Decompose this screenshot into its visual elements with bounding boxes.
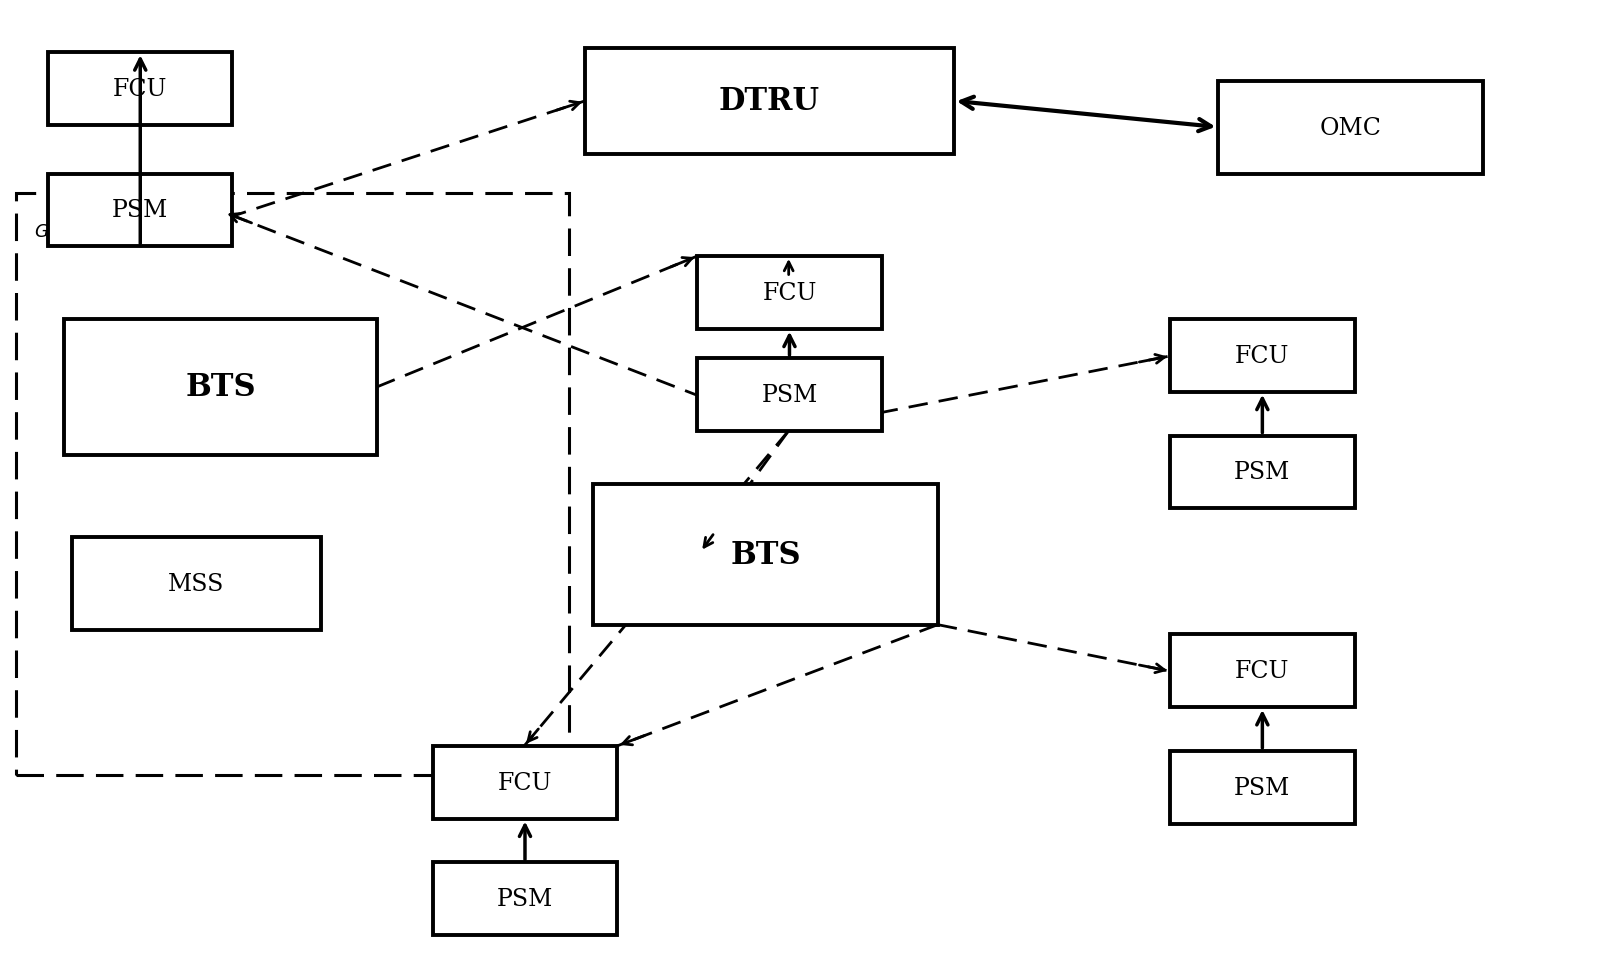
Bar — [72, 538, 321, 630]
Text: PSM: PSM — [761, 384, 818, 406]
Text: FCU: FCU — [114, 78, 167, 101]
Text: FCU: FCU — [499, 771, 551, 794]
Bar — [433, 862, 617, 935]
Text: BTS: BTS — [729, 540, 802, 570]
Text: GSM 或 CPMA 无线网络: GSM 或 CPMA 无线网络 — [35, 223, 199, 241]
Bar — [48, 53, 232, 126]
Text: PSM: PSM — [1234, 776, 1290, 798]
Bar — [1170, 436, 1355, 509]
Bar — [1170, 635, 1355, 707]
Text: OMC: OMC — [1319, 117, 1382, 140]
Text: PSM: PSM — [112, 200, 168, 222]
Text: DTRU: DTRU — [718, 86, 821, 117]
Bar — [1170, 751, 1355, 824]
Bar — [1170, 320, 1355, 392]
Text: FCU: FCU — [1236, 345, 1289, 367]
Bar — [1218, 82, 1483, 174]
Text: PSM: PSM — [1234, 461, 1290, 484]
Text: FCU: FCU — [763, 282, 816, 304]
Text: MSS: MSS — [168, 573, 224, 595]
Bar — [48, 174, 232, 247]
Text: PSM: PSM — [497, 888, 553, 910]
Bar — [697, 257, 882, 329]
Text: FCU: FCU — [1236, 660, 1289, 682]
Bar — [585, 48, 954, 155]
Bar — [64, 320, 377, 455]
Text: BTS: BTS — [184, 372, 256, 403]
Bar — [16, 194, 569, 775]
Bar — [433, 746, 617, 819]
Bar — [593, 484, 938, 625]
Bar — [697, 359, 882, 431]
